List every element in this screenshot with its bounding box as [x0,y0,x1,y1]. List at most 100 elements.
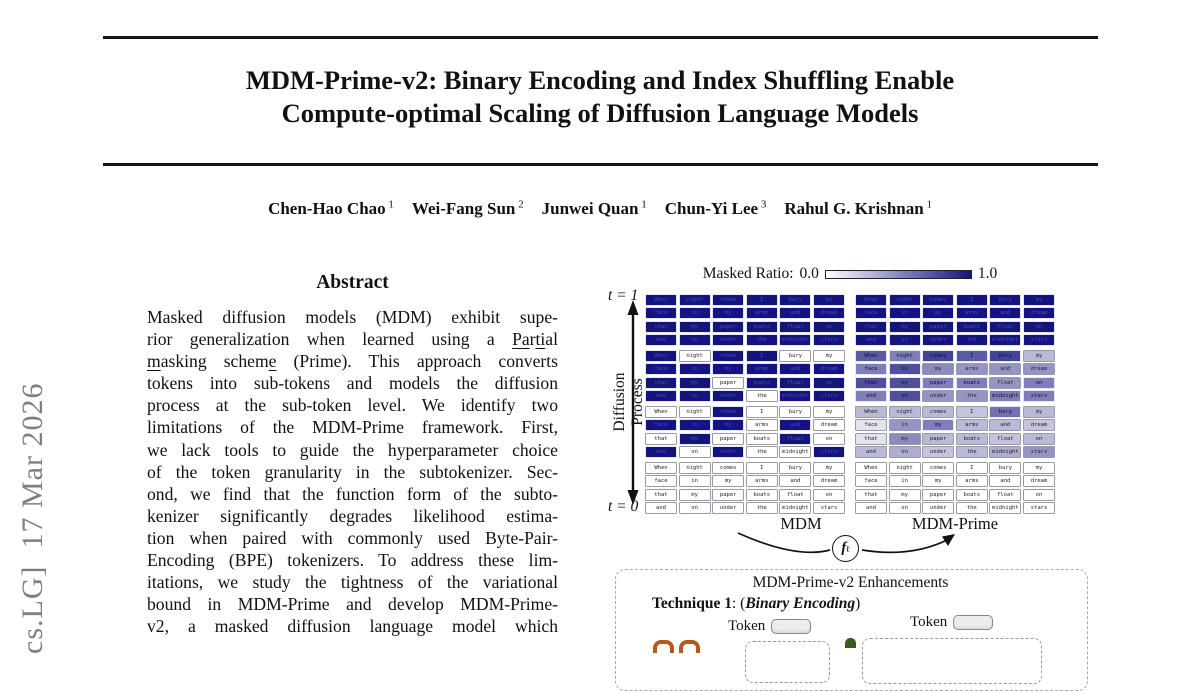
author-list: Chen-Hao Chao 1 Wei-Fang Sun 2 Junwei Quan… [100,198,1100,219]
token-cell: and [779,419,812,432]
token-cell: comes [922,294,955,306]
token-cell: I [745,406,778,418]
token-cell: on [812,432,845,445]
token-cell: midnight [989,334,1022,346]
token-cell: I [745,350,778,362]
token-cell: arms [745,475,778,488]
token-cell: boats [745,320,778,333]
token-pill [771,619,812,634]
paper-page: cs.LG] 17 Mar 2026 MDM-Prime-v2: Binary … [16,36,1100,691]
token-cell: arms [745,307,778,320]
top-rule [103,36,1098,39]
token-cell: comes [712,462,745,474]
token-cell: the [745,390,778,402]
token-cell: and [779,307,812,320]
token-cell: on [1022,376,1055,389]
token-cell: paper [712,432,745,445]
enhancements-title: MDM-Prime-v2 Enhancements [752,574,949,591]
token-cell: paper [712,376,745,389]
token-cell: on [888,334,921,346]
abstract-text: Masked diffusion models (MDM) exhibit su… [147,306,558,637]
masked-ratio-legend: Masked Ratio: 0.0 1.0 [600,265,1100,283]
token-cell: comes [712,294,745,306]
token-cell: boats [955,320,988,333]
token-cell: and [645,446,677,458]
token-cell: under [712,334,745,346]
token-cell: bury [779,462,812,474]
token-cell: paper [922,488,955,501]
token-cell: under [712,446,745,458]
token-cell: and [779,363,812,376]
token-cell: on [888,390,921,402]
token-cell: bury [779,406,812,418]
token-cell: in [888,419,921,432]
token-cell: comes [712,406,745,418]
abstract-line: limitations of the MDM-Prime framework. … [147,417,558,438]
token-cell: on [888,502,921,514]
time-label-t1: t = 1 [608,287,639,304]
token-cell: face [855,475,887,488]
token-cell: When [645,406,677,418]
token-cell: bury [779,350,812,362]
token-cell: under [712,390,745,402]
token-cell: and [855,390,887,402]
token-cell: comes [922,350,955,362]
token-cell: stars [812,334,845,346]
token-cell: dream [812,419,845,432]
technique-1-label: Technique 1 [652,595,732,612]
abstract-line: process at the sub-token level. We ident… [147,395,558,416]
token-cell: When [645,294,677,306]
token-cell: and [989,307,1022,320]
token-cell: When [645,350,677,362]
token-cell: paper [922,320,955,333]
token-cell: boats [955,432,988,445]
token-cell: comes [922,462,955,474]
author: Rahul G. Krishnan 1 [784,198,932,218]
token-cell: and [779,475,812,488]
token-cell: night [888,406,921,418]
token-cell: and [989,363,1022,376]
token-cell: float [989,376,1022,389]
token-label: Token [728,618,766,634]
token-cell: face [645,307,677,320]
token-cell: bury [989,406,1022,418]
teaser-figure: Masked Ratio: 0.0 1.0 t = 1 t = 0 Diffus… [600,262,1100,691]
token-cell: on [812,376,845,389]
token-cell: in [888,475,921,488]
token-label: Token [910,614,948,630]
abstract-line: bound in MDM-Prime and develop MDM-Prime… [147,594,558,615]
token-cell: my [888,432,921,445]
token-cell: that [645,488,677,501]
token-cell: dream [1022,475,1055,488]
token-cell: on [1022,432,1055,445]
token-cell: midnight [989,502,1022,514]
prime-caption: MDM-Prime [911,514,999,533]
mdm-caption: MDM [780,514,822,533]
token-cell: comes [712,350,745,362]
token-cell: and [989,419,1022,432]
token-cell: my [1022,294,1055,306]
token-cell: that [855,320,887,333]
token-cell: face [855,419,887,432]
token-cell: stars [1022,334,1055,346]
token-cell: arms [955,475,988,488]
token-cell: boats [745,432,778,445]
token-cell: paper [712,488,745,501]
token-cell: dream [1022,307,1055,320]
clipped-orange-fragment [653,640,705,658]
token-cell: my [678,376,711,389]
token-cell: I [745,462,778,474]
abstract-line: ond, we find that the function form of t… [147,483,558,504]
token-cell: that [855,488,887,501]
f-to-prime-curve [861,538,950,554]
subtoken-box-left [745,641,830,683]
author: Chun-Yi Lee 3 [664,198,767,218]
token-cell: stars [812,502,845,514]
prime-arrowhead [942,534,955,546]
token-cell: night [888,462,921,474]
